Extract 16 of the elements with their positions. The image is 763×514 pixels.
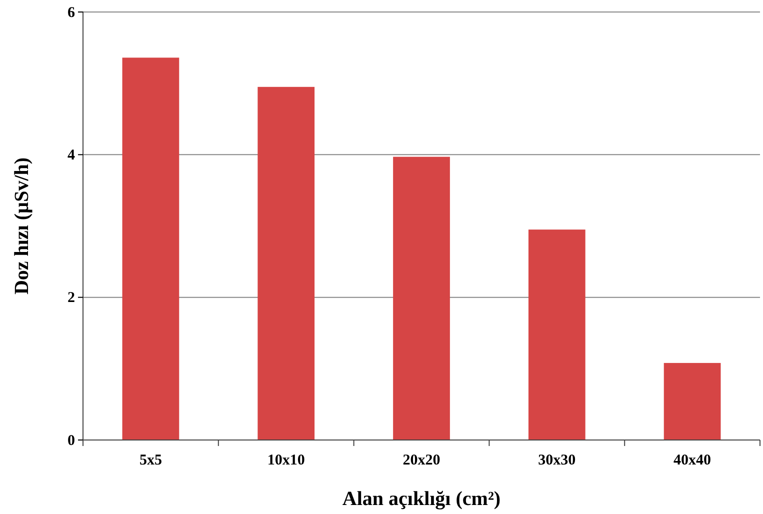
y-tick-label: 0 xyxy=(68,432,75,449)
x-tick-label: 30x30 xyxy=(538,452,576,469)
bar xyxy=(664,362,721,440)
bar xyxy=(393,156,450,440)
y-tick-label: 6 xyxy=(68,4,76,21)
x-tick-label: 40x40 xyxy=(674,452,712,469)
y-tick-label: 4 xyxy=(68,147,76,164)
x-tick-label: 10x10 xyxy=(267,452,305,469)
bar xyxy=(258,86,315,440)
x-tick-label: 20x20 xyxy=(402,452,440,469)
x-axis-title: Alan açıklığı (cm²) xyxy=(342,488,501,510)
bar xyxy=(122,58,180,440)
bar xyxy=(528,230,586,440)
y-axis-title: Doz hızı (µSv/h) xyxy=(11,157,33,295)
y-tick-label: 2 xyxy=(68,290,75,306)
x-tick-label: 5x5 xyxy=(139,452,162,469)
